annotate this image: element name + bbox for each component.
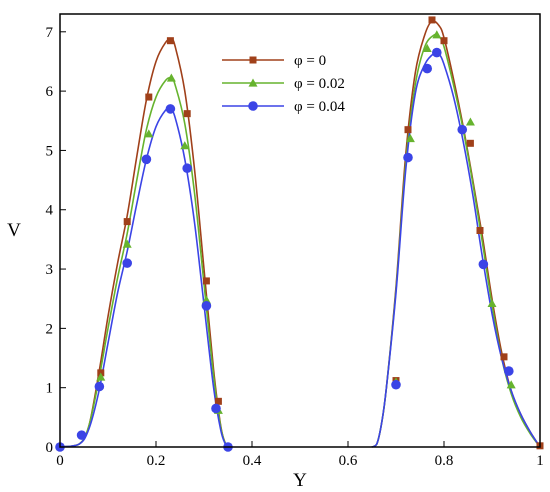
- series-1-point: [422, 43, 432, 53]
- x-axis-label: Y: [293, 470, 307, 491]
- series-2-point: [432, 47, 442, 58]
- series-0-point: [500, 353, 508, 361]
- series-2-point: [422, 63, 433, 74]
- y-tick-label: 4: [46, 203, 54, 219]
- series-0-point: [466, 139, 474, 147]
- series-0-point: [476, 227, 484, 234]
- legend-label: φ = 0.04: [294, 99, 345, 115]
- x-tick-label: 0.6: [339, 453, 358, 469]
- series-line-1: [59, 33, 541, 448]
- series-2-point: [165, 104, 176, 114]
- legend-label: φ = 0: [294, 53, 326, 69]
- series-1-point: [432, 30, 442, 39]
- x-tick-label: 0.2: [147, 453, 166, 469]
- series-2-point: [76, 430, 87, 440]
- y-tick-label: 3: [46, 262, 54, 278]
- series-2-point: [182, 163, 192, 174]
- series-2-point: [94, 381, 105, 392]
- axis-ticks: 0 0.2 0.4 0.6 0.8 1 0 1 2 3 4 5 6 7: [46, 25, 544, 469]
- y-tick-label: 2: [46, 321, 54, 337]
- legend-marker: [248, 101, 258, 111]
- legend-marker: [249, 56, 257, 64]
- x-tick-label: 0: [56, 453, 64, 469]
- series-1-point: [487, 298, 497, 308]
- legend: φ = 0 φ = 0.02 φ = 0.04: [222, 53, 345, 115]
- plot-frame: [59, 13, 541, 448]
- x-tick-label: 1: [536, 453, 544, 469]
- series-0-point: [404, 126, 412, 134]
- series-0-point: [428, 16, 436, 24]
- y-tick-label: 0: [46, 440, 54, 456]
- series-0-point: [214, 397, 222, 405]
- series-0-point: [145, 93, 153, 101]
- x-tick-label: 0.4: [243, 453, 262, 469]
- series-2-point: [478, 259, 489, 270]
- y-tick-label: 7: [46, 25, 54, 41]
- series-2-point: [391, 379, 401, 390]
- series-1-point: [96, 372, 106, 381]
- series-2-point: [403, 152, 413, 163]
- series-0-point: [183, 110, 191, 118]
- x-tick-label: 0.8: [435, 453, 454, 469]
- y-tick-label: 6: [46, 84, 54, 100]
- series-2-point: [457, 124, 468, 135]
- series-1-point: [122, 239, 132, 248]
- series-1-point: [180, 141, 190, 150]
- y-tick-label: 5: [46, 143, 54, 159]
- series-1-point: [405, 134, 415, 143]
- legend-marker: [248, 78, 258, 87]
- series-1-point: [506, 380, 516, 389]
- legend-label: φ = 0.02: [294, 76, 345, 92]
- series-2-point: [211, 403, 221, 414]
- series-1-point: [166, 73, 176, 82]
- y-tick-label: 1: [46, 381, 54, 397]
- series-2-point: [201, 301, 212, 311]
- series-0-point: [166, 37, 174, 45]
- series-1-point: [465, 117, 475, 126]
- series-1-point: [201, 295, 211, 304]
- series-0-point: [123, 218, 131, 226]
- series-2-point: [122, 258, 132, 268]
- y-axis-label: V: [7, 220, 21, 241]
- series-2-point: [504, 366, 514, 376]
- series-1-point: [144, 129, 154, 138]
- series-0-point: [202, 277, 210, 285]
- series-2-point: [141, 154, 152, 165]
- series-0-point: [440, 37, 448, 45]
